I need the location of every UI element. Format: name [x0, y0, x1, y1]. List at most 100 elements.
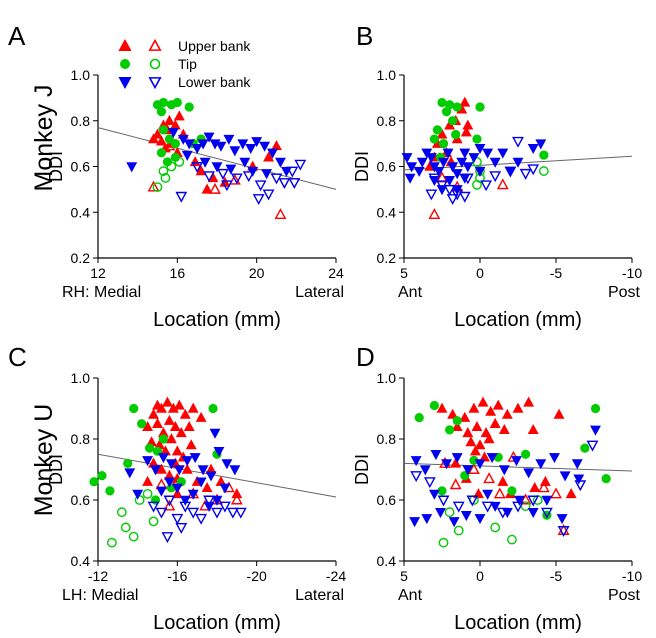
- panel-c-x-axis-label: Location (mm): [153, 612, 281, 634]
- legend-label-lower-bank: Lower bank: [178, 74, 251, 90]
- panel-d-point-lower-bank-open: [574, 480, 587, 492]
- panel-a-point-lower-bank-filled: [267, 148, 278, 159]
- panel-b-point-lower-bank-filled: [442, 148, 454, 159]
- panel-d-point-lower-bank-filled: [556, 514, 568, 525]
- panel-a-x-tick-label: 12: [90, 265, 106, 281]
- panel-c-point-tip-filled: [208, 403, 218, 414]
- panel-b-point-tip-open: [538, 166, 549, 176]
- panel-d-point-lower-bank-open: [512, 501, 524, 513]
- panel-a-point-lower-bank-open: [288, 178, 301, 189]
- panel-d-point-tip-filled: [429, 400, 439, 411]
- panel-d-point-lower-bank-filled: [421, 514, 433, 525]
- panel-c-point-lower-bank-open: [147, 501, 160, 513]
- panel-d-y-axis-label: DDI: [352, 454, 372, 485]
- panel-d-x-tick-label: 0: [476, 568, 484, 584]
- panel-d-x-right-label: Post: [608, 587, 641, 604]
- panel-c-point-tip-open: [106, 537, 117, 548]
- panel-a-x-axis-label: Location (mm): [153, 309, 281, 331]
- panel-b-x-right-label: Post: [608, 284, 641, 301]
- panel-b-point-lower-bank-filled: [535, 139, 547, 150]
- panel-d-point-lower-bank-filled: [435, 507, 446, 519]
- panel-d-x-tick-label: -10: [622, 568, 642, 584]
- panel-d-point-lower-bank-open: [452, 501, 465, 513]
- panel-d-point-lower-bank-filled: [410, 456, 422, 467]
- panel-a: A 12 16 20 24 0.2 0.4 0.6 0.8 1.0 DDI Location (mm…: [8, 21, 344, 331]
- panel-c-point-lower-bank-open: [179, 501, 192, 513]
- panel-d-point-lower-bank-open: [423, 477, 436, 489]
- panel-d-point-upper-bank-filled: [471, 420, 483, 432]
- panel-d-point-upper-bank-filled: [465, 436, 477, 447]
- panel-d-point-upper-bank-filled: [479, 451, 491, 462]
- panel-b-point-tip-filled: [438, 139, 449, 149]
- panel-d-point-lower-bank-filled: [535, 459, 547, 470]
- panel-c-x-tick-label: -24: [326, 568, 346, 584]
- panel-c-point-lower-bank-filled: [163, 477, 175, 488]
- panel-c-point-lower-bank-filled: [197, 465, 209, 476]
- panel-c-point-lower-bank-open: [203, 495, 215, 507]
- panel-b-x-left-label: Ant: [398, 284, 423, 301]
- panel-b-point-lower-bank-open: [512, 136, 524, 148]
- panel-c-point-lower-bank-filled: [219, 483, 231, 494]
- panel-d-point-lower-bank-filled: [590, 425, 601, 436]
- panel-b-point-tip-filled: [441, 107, 452, 117]
- panel-d-point-upper-bank-filled: [436, 402, 448, 413]
- panel-b-y-axis-label: DDI: [352, 151, 372, 182]
- panel-a-point-lower-bank-open: [242, 171, 255, 183]
- panel-a-point-tip-open: [152, 182, 163, 192]
- panel-c-point-upper-bank-filled: [183, 420, 195, 432]
- panel-c-point-lower-bank-filled: [158, 453, 169, 464]
- panel-a-point-tip-open: [174, 157, 185, 167]
- panel-c-y-axis-label: DDI: [46, 454, 66, 485]
- panel-d-point-tip-filled: [445, 425, 455, 435]
- panel-a-point-tip-filled: [184, 102, 194, 112]
- panel-a-point-lower-bank-filled: [181, 150, 193, 161]
- panel-d-point-lower-bank-filled: [448, 517, 460, 528]
- panel-a-point-lower-bank-filled: [275, 157, 286, 168]
- panel-d-point-lower-bank-filled: [549, 453, 560, 464]
- panel-a-y-tick-label: 0.8: [71, 113, 91, 129]
- panel-d-point-upper-bank-filled: [483, 433, 495, 444]
- panel-c-point-upper-bank-open: [230, 493, 243, 505]
- panel-b-point-lower-bank-open: [489, 171, 502, 183]
- panel-c-point-upper-bank-filled: [165, 433, 177, 444]
- panel-a-point-upper-bank-filled: [271, 140, 282, 151]
- panel-d-point-upper-bank-filled: [512, 402, 524, 413]
- panel-d-point-lower-bank-filled: [428, 489, 440, 500]
- panel-d-point-tip-open: [490, 522, 501, 533]
- panel-c-point-upper-bank-filled: [161, 396, 173, 407]
- panel-d-point-upper-bank-filled: [527, 424, 539, 435]
- legend: Upper bank Tip Lower bank: [118, 38, 251, 90]
- panel-d-point-lower-bank-filled: [441, 459, 453, 470]
- panel-d-point-upper-bank-filled: [489, 417, 501, 428]
- panel-a-point-lower-bank-open: [175, 191, 188, 203]
- panel-b-point-upper-bank-open: [428, 208, 441, 219]
- panel-d-point-lower-bank-filled: [419, 465, 431, 476]
- panel-d-point-lower-bank-filled: [486, 453, 498, 464]
- panel-c-point-upper-bank-filled: [181, 463, 193, 474]
- panel-d-point-lower-bank-filled: [523, 468, 535, 479]
- panel-a-point-upper-bank-filled: [156, 135, 167, 146]
- panel-b-point-lower-bank-open: [425, 189, 438, 201]
- panel-c-point-tip-filled: [97, 471, 107, 481]
- panel-b-point-lower-bank-filled: [416, 157, 428, 168]
- panel-d-point-upper-bank-filled: [498, 424, 510, 435]
- panel-d-point-tip-filled: [521, 449, 531, 459]
- panel-c: C -12 -16 -20 -24 0.4 0.6 0.8 1.0 DDI Location (m…: [8, 342, 346, 634]
- panel-a-point-upper-bank-filled: [195, 165, 207, 176]
- panel-d-point-tip-filled: [414, 413, 424, 423]
- panel-d-y-tick-label: 0.4: [377, 553, 397, 569]
- panel-a-x-right-label: Lateral: [295, 284, 344, 301]
- panel-d-point-upper-bank-filled: [468, 402, 480, 413]
- panel-b-point-lower-bank-filled: [468, 153, 480, 164]
- panel-c-point-lower-bank-filled: [213, 446, 225, 458]
- panel-d-point-upper-bank-filled: [469, 445, 481, 456]
- panel-c-point-tip-open: [128, 531, 139, 542]
- legend-lower-bank-open-icon: [148, 77, 162, 90]
- panel-b-point-upper-bank-filled: [462, 119, 474, 130]
- panel-d-point-upper-bank-filled: [477, 396, 489, 407]
- panel-a-x-left-label: RH: Medial: [62, 284, 141, 301]
- panel-a-x-tick-label: 24: [328, 265, 344, 281]
- panel-b-point-tip-filled: [539, 150, 549, 160]
- panel-c-point-tip-open: [142, 488, 153, 499]
- panel-c-y-tick-label: 0.8: [71, 431, 91, 447]
